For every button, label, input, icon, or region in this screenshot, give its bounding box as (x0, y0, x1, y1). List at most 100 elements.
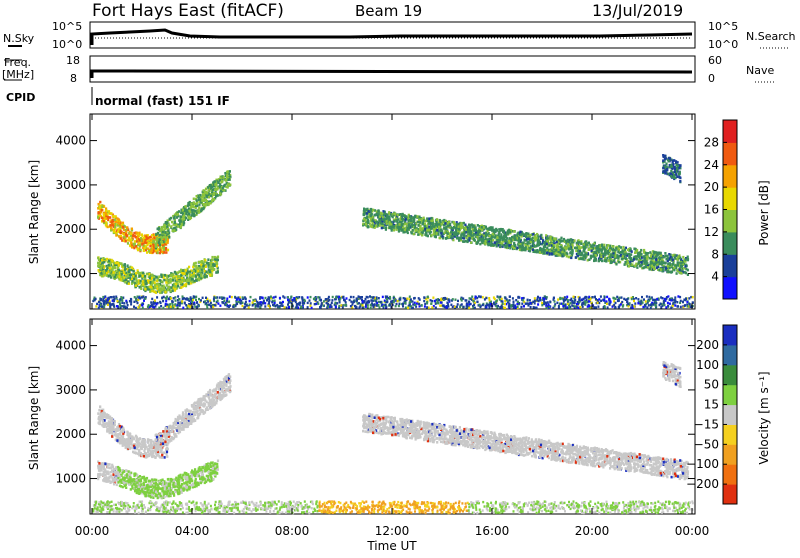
scatter-cell (187, 278, 189, 281)
scatter-cell (533, 244, 535, 247)
scatter-cell (402, 231, 404, 234)
scatter-cell (163, 236, 165, 239)
scatter-cell (129, 244, 131, 247)
scatter-cell (157, 232, 159, 235)
scatter-cell (471, 223, 473, 226)
scatter-cell (193, 274, 195, 277)
scatter-cell (314, 303, 316, 305)
scatter-cell (669, 157, 671, 160)
scatter-cell (448, 236, 450, 239)
scatter-cell (98, 263, 100, 266)
scatter-cell (615, 247, 617, 250)
scatter-cell (111, 259, 113, 262)
scatter-cell (640, 261, 642, 264)
scatter-cell (670, 175, 672, 178)
scatter-cell (436, 218, 438, 221)
scatter-cell (398, 223, 400, 226)
scatter-cell (170, 225, 172, 228)
scatter-cell (458, 225, 460, 228)
scatter-cell (648, 304, 650, 306)
scatter-cell (259, 306, 261, 308)
scatter-cell (495, 228, 497, 231)
scatter-cell (588, 242, 590, 245)
scatter-cell (151, 274, 153, 277)
scatter-cell (578, 246, 580, 249)
scatter-cell (118, 219, 120, 222)
scatter-cell (209, 300, 211, 302)
scatter-cell (113, 230, 115, 233)
scatter-cell (617, 257, 619, 260)
scatter-cell (570, 251, 572, 254)
nave-label: Nave (746, 64, 774, 77)
scatter-cell (389, 223, 391, 226)
scatter-cell (110, 221, 112, 224)
scatter-cell (127, 304, 129, 306)
scatter-cell (661, 261, 663, 264)
scatter-cell (631, 263, 633, 266)
scatter-cell (586, 243, 588, 246)
scatter-cell (138, 242, 140, 245)
scatter-cell (206, 262, 208, 265)
scatter-cell (569, 302, 571, 304)
scatter-cell (670, 170, 672, 173)
scatter-cell (145, 280, 147, 283)
scatter-cell (391, 229, 393, 232)
scatter-cell (584, 246, 586, 249)
scatter-cell (144, 239, 146, 242)
scatter-cell (155, 245, 157, 248)
scatter-cell (154, 284, 156, 287)
scatter-cell (106, 267, 108, 270)
scatter-cell (532, 241, 534, 244)
scatter-cell (662, 167, 664, 170)
scatter-cell (512, 297, 514, 299)
scatter-cell (502, 244, 504, 247)
scatter-cell (203, 189, 205, 192)
scatter-cell (211, 256, 213, 259)
scatter-cell (198, 208, 200, 211)
scatter-cell (622, 255, 624, 258)
scatter-cell (668, 271, 670, 274)
scatter-cell (108, 260, 110, 263)
scatter-cell (177, 285, 179, 288)
scatter-cell (228, 301, 230, 303)
scatter-cell (634, 251, 636, 254)
scatter-cell (156, 238, 158, 241)
scatter-cell (573, 296, 575, 298)
scatter-cell (376, 304, 378, 306)
scatter-cell (636, 266, 638, 269)
scatter-cell (646, 258, 648, 261)
scatter-cell (529, 234, 531, 237)
scatter-cell (273, 296, 275, 298)
scatter-cell (117, 273, 119, 276)
scatter-cell (572, 251, 574, 254)
scatter-cell (181, 300, 183, 302)
scatter-cell (363, 213, 365, 216)
scatter-cell (505, 246, 507, 249)
scatter-cell (679, 177, 681, 180)
date-label: 13/Jul/2019 (592, 1, 683, 20)
scatter-cell (182, 295, 184, 297)
scatter-cell (517, 306, 519, 308)
scatter-cell (544, 246, 546, 249)
scatter-cell (96, 303, 98, 305)
scatter-cell (624, 261, 626, 264)
scatter-cell (646, 295, 648, 297)
scatter-cell (177, 225, 179, 228)
scatter-cell (169, 289, 171, 292)
scatter-cell (102, 262, 104, 265)
scatter-cell (465, 237, 467, 240)
scatter-cell (440, 301, 442, 303)
scatter-cell (393, 225, 395, 228)
scatter-cell (607, 244, 609, 247)
scatter-cell (105, 209, 107, 212)
scatter-cell (631, 250, 633, 253)
scatter-cell (544, 249, 546, 252)
scatter-cell (121, 273, 123, 276)
scatter-cell (610, 260, 612, 263)
scatter-cell (134, 235, 136, 238)
scatter-cell (405, 307, 407, 309)
scatter-cell (223, 176, 225, 179)
scatter-cell (95, 305, 97, 307)
scatter-cell (242, 305, 244, 307)
scatter-cell (173, 229, 175, 232)
